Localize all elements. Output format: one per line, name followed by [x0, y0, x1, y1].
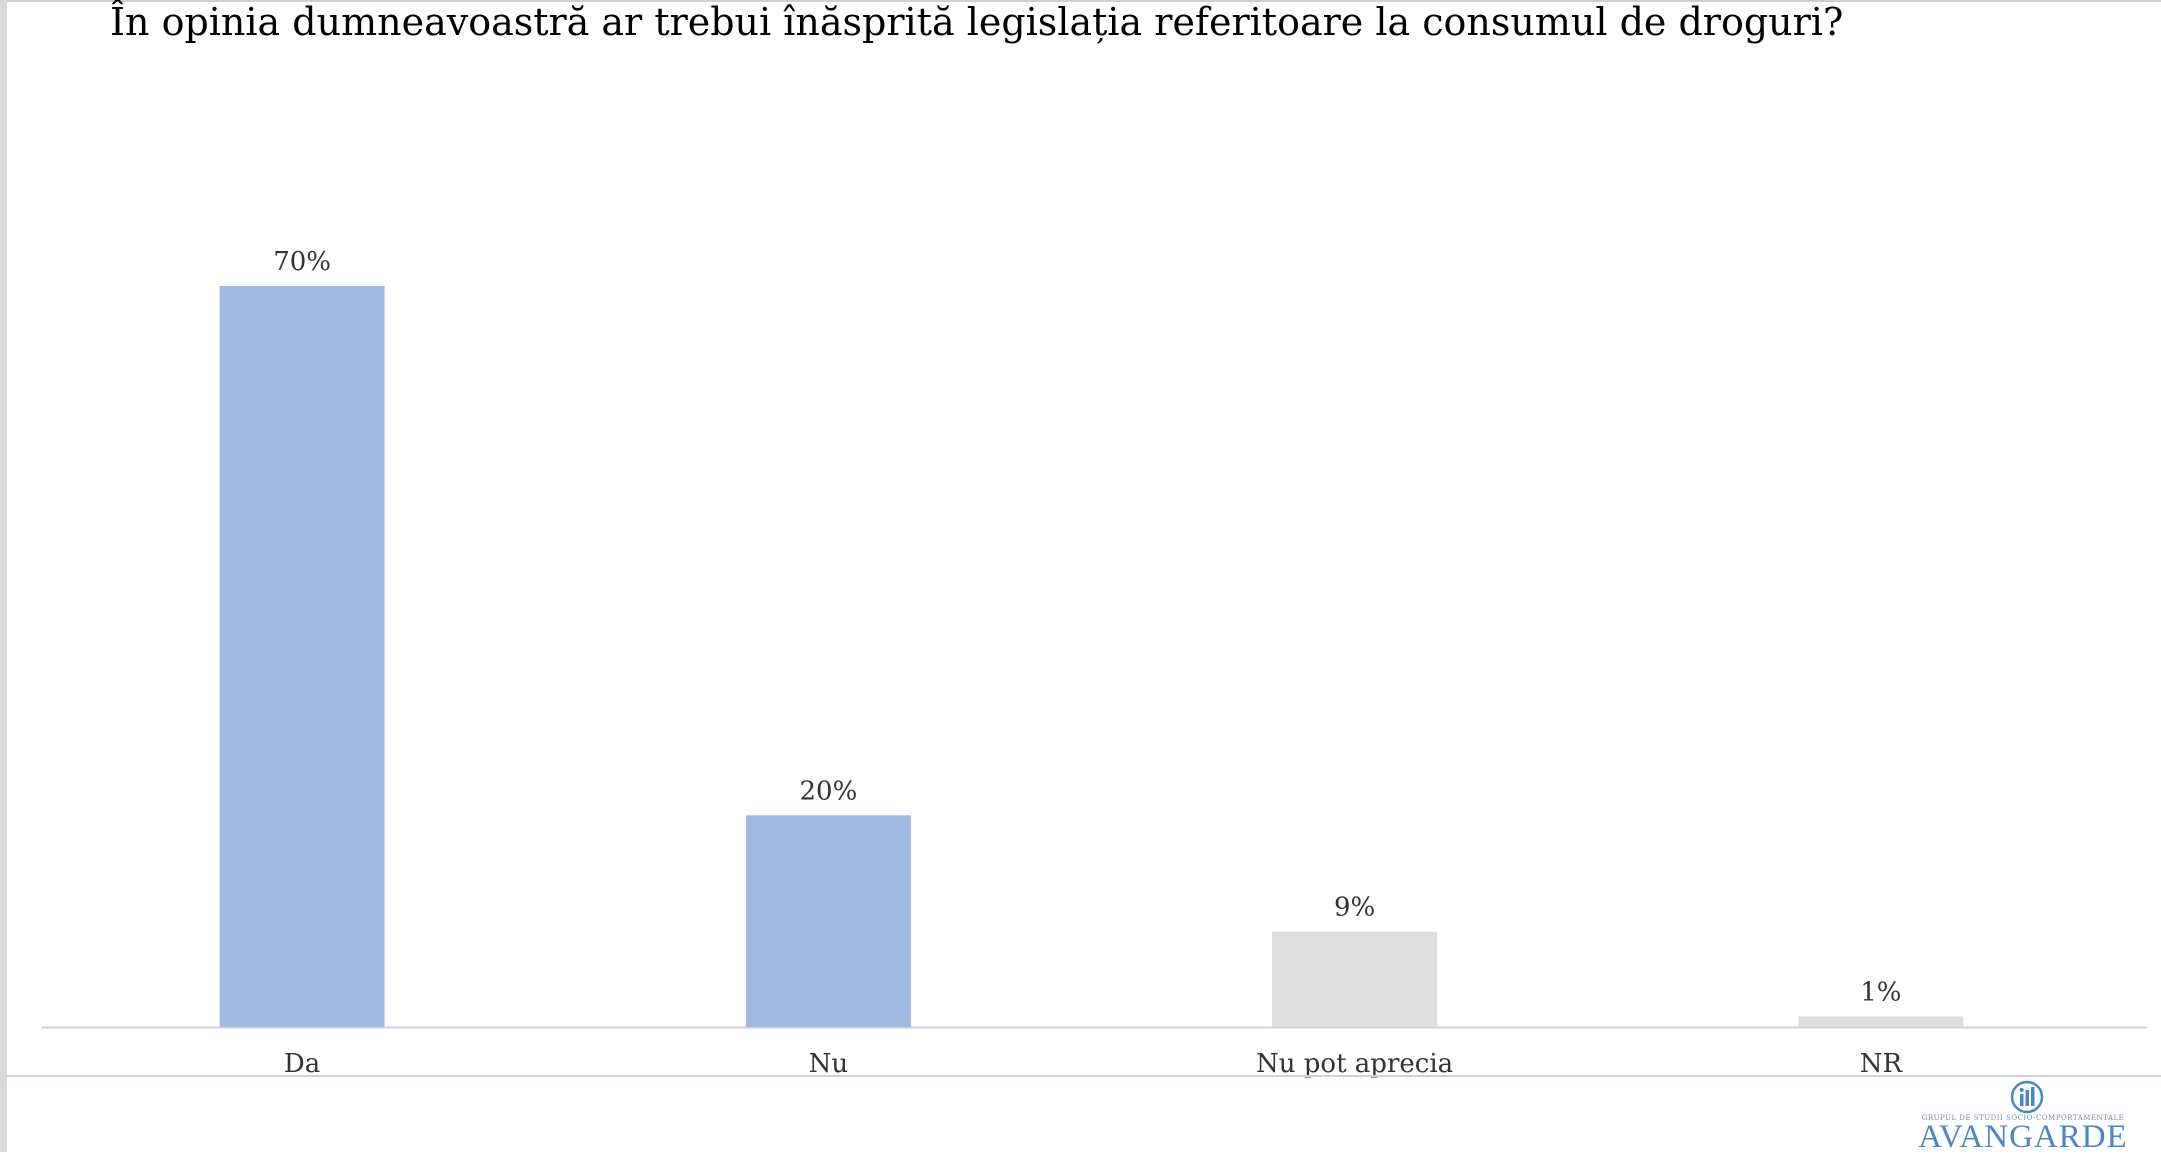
category-tick-label: Nu pot aprecia	[1256, 1049, 1453, 1079]
data-label: 20%	[800, 776, 858, 806]
avangarde-logo: GRUPUL DE STUDII SOCIO-COMPORTAMENTALE A…	[1903, 1080, 2143, 1155]
data-label: 70%	[273, 247, 331, 277]
category-tick-label: Da	[284, 1049, 320, 1079]
avangarde-tagline: GRUPUL DE STUDII SOCIO-COMPORTAMENTALE	[1921, 1114, 2125, 1122]
data-label: 9%	[1334, 893, 1375, 923]
chart-title: În opinia dumneavoastră ar trebui înăspr…	[110, 0, 1844, 44]
bar-nr	[1798, 1016, 1964, 1027]
avangarde-wordmark: AVANGARDE	[1918, 1119, 2128, 1155]
bar-da	[219, 286, 385, 1027]
category-tick-label: Nu	[809, 1049, 849, 1079]
left-edge	[0, 0, 7, 1152]
avangarde-logo-icon	[2010, 1080, 2044, 1114]
bar-nu-pot-aprecia	[1272, 931, 1438, 1027]
bar-nu	[745, 815, 911, 1027]
category-tick-label: NR	[1860, 1049, 1904, 1079]
footer-divider	[7, 1075, 2161, 1077]
data-label: 1%	[1860, 977, 1901, 1007]
top-edge	[0, 0, 2161, 2]
